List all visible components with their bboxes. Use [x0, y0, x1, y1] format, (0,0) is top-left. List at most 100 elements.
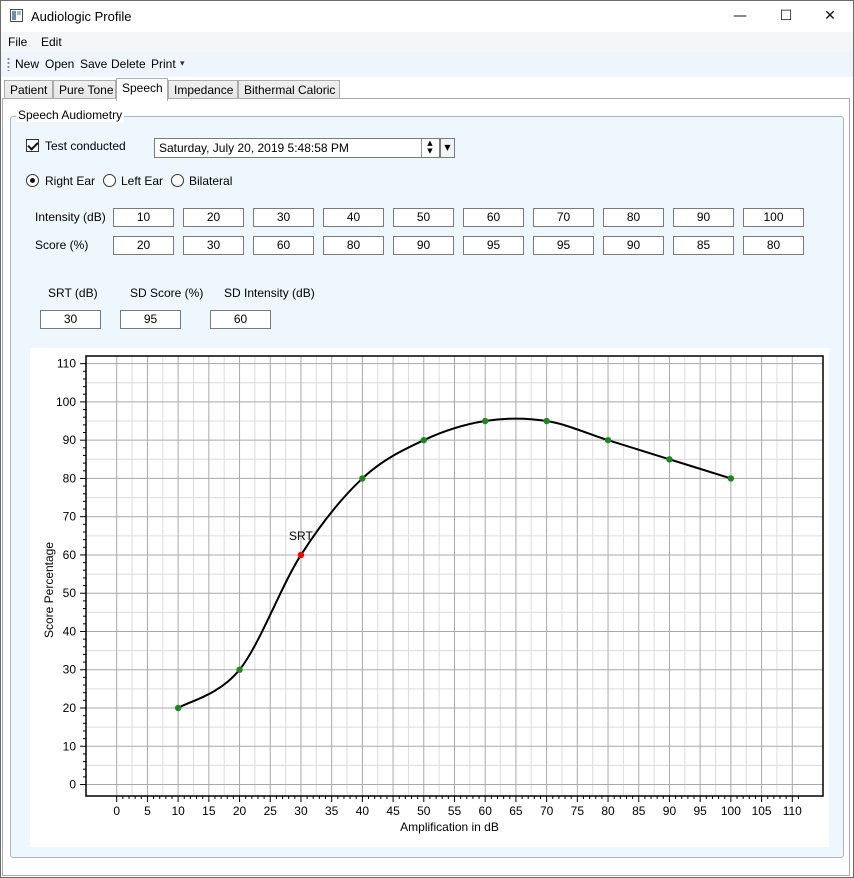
x-tick-label: 25: [264, 804, 278, 818]
y-tick-label: 50: [63, 586, 77, 600]
toolbar: New Open Save Delete Print ▾: [1, 52, 853, 77]
intensity-field[interactable]: 100: [743, 208, 804, 227]
y-tick-label: 20: [63, 701, 77, 715]
intensity-field[interactable]: 90: [673, 208, 734, 227]
sd-intensity-label: SD Intensity (dB): [224, 286, 315, 300]
menu-edit[interactable]: Edit: [41, 35, 62, 49]
tab-pure-tone[interactable]: Pure Tone: [53, 80, 116, 100]
print-button[interactable]: Print: [151, 57, 176, 71]
intensity-field[interactable]: 60: [463, 208, 524, 227]
test-conducted-checkbox[interactable]: [26, 139, 39, 152]
intensity-field[interactable]: 40: [323, 208, 384, 227]
window-title: Audiologic Profile: [31, 9, 132, 24]
bilateral-label: Bilateral: [189, 174, 233, 188]
menu-file[interactable]: File: [8, 35, 28, 49]
score-field[interactable]: 30: [183, 236, 244, 255]
data-point: [174, 704, 182, 712]
score-field[interactable]: 80: [323, 236, 384, 255]
y-tick-label: 40: [63, 624, 77, 638]
score-field[interactable]: 60: [253, 236, 314, 255]
maximize-button[interactable]: ☐: [779, 8, 793, 24]
x-tick-label: 20: [233, 804, 247, 818]
y-tick-label: 90: [63, 433, 77, 447]
score-curve: [177, 417, 732, 709]
tab-impedance[interactable]: Impedance: [168, 80, 238, 100]
save-button[interactable]: Save: [80, 57, 108, 71]
data-point: [359, 475, 366, 482]
score-field[interactable]: 85: [673, 236, 734, 255]
right-ear-label: Right Ear: [45, 174, 96, 188]
date-spinner[interactable]: ▲ ▼: [421, 139, 438, 157]
x-tick-label: 10: [171, 804, 185, 818]
data-point: [604, 436, 612, 444]
x-tick-label: 55: [448, 804, 462, 818]
x-tick-label: 85: [632, 804, 646, 818]
group-title: Speech Audiometry: [16, 108, 125, 122]
x-tick-label: 70: [540, 804, 554, 818]
tab-bithermal-caloric[interactable]: Bithermal Caloric: [238, 80, 340, 100]
data-point: [727, 475, 735, 482]
toolbar-overflow-icon[interactable]: ▾: [180, 58, 185, 68]
score-field[interactable]: 20: [113, 236, 174, 255]
menu-bar: File Edit: [1, 32, 853, 52]
x-tick-label: 35: [325, 804, 339, 818]
bilateral-radio[interactable]: [171, 174, 184, 187]
y-tick-label: 80: [63, 471, 77, 485]
spin-up-icon[interactable]: ▲: [427, 139, 433, 147]
new-button[interactable]: New: [15, 57, 40, 71]
data-point: [482, 417, 489, 425]
intensity-field[interactable]: 80: [603, 208, 664, 227]
toolbar-grip[interactable]: [7, 57, 10, 71]
srt-field[interactable]: 30: [40, 310, 101, 329]
tab-strip: Patient Pure Tone Speech Impedance Bithe…: [1, 78, 853, 101]
close-button[interactable]: ✕: [824, 8, 836, 24]
score-field[interactable]: 90: [393, 236, 454, 255]
x-tick-label: 65: [509, 804, 523, 818]
score-field[interactable]: 95: [463, 236, 524, 255]
data-point: [543, 417, 550, 425]
sd-score-field[interactable]: 95: [120, 310, 181, 329]
delete-button[interactable]: Delete: [111, 57, 146, 71]
y-tick-label: 60: [63, 548, 77, 562]
intensity-field[interactable]: 10: [113, 208, 174, 227]
data-point: [420, 436, 427, 444]
score-row-label: Score (%): [35, 238, 89, 252]
right-ear-radio[interactable]: [26, 174, 39, 187]
intensity-field[interactable]: 50: [393, 208, 454, 227]
x-tick-label: 90: [663, 804, 677, 818]
left-ear-label: Left Ear: [121, 174, 164, 188]
intensity-field[interactable]: 70: [533, 208, 594, 227]
y-axis-title: Score Percentage: [42, 542, 56, 638]
x-tick-label: 95: [693, 804, 707, 818]
x-tick-label: 60: [479, 804, 493, 818]
date-dropdown-button[interactable]: ▼: [440, 138, 455, 158]
sd-intensity-field[interactable]: 60: [210, 310, 271, 329]
y-tick-label: 0: [69, 778, 76, 792]
left-ear-radio[interactable]: [103, 174, 116, 187]
title-bar[interactable]: Audiologic Profile — ☐ ✕: [1, 1, 853, 31]
tab-patient[interactable]: Patient: [4, 80, 53, 100]
srt-point: [297, 551, 305, 559]
y-tick-label: 10: [63, 739, 77, 753]
score-field[interactable]: 80: [743, 236, 804, 255]
x-tick-label: 45: [386, 804, 400, 818]
test-date-picker[interactable]: Saturday, July 20, 2019 5:48:58 PM: [154, 138, 440, 158]
x-tick-label: 100: [721, 804, 741, 818]
data-point: [666, 456, 673, 463]
sd-score-label: SD Score (%): [130, 286, 204, 300]
test-conducted-label: Test conducted: [45, 139, 126, 153]
score-field[interactable]: 95: [533, 236, 594, 255]
x-tick-label: 5: [144, 804, 151, 818]
open-button[interactable]: Open: [45, 57, 75, 71]
spin-down-icon[interactable]: ▼: [427, 147, 433, 155]
minimize-button[interactable]: —: [733, 8, 747, 24]
intensity-field[interactable]: 30: [253, 208, 314, 227]
tab-speech[interactable]: Speech: [116, 78, 168, 101]
x-axis-title: Amplification in dB: [400, 820, 499, 834]
intensity-field[interactable]: 20: [183, 208, 244, 227]
intensity-row-label: Intensity (dB): [35, 210, 106, 224]
score-field[interactable]: 90: [603, 236, 664, 255]
x-tick-label: 30: [294, 804, 308, 818]
y-tick-label: 30: [63, 663, 77, 677]
chevron-down-icon: ▼: [444, 143, 451, 152]
